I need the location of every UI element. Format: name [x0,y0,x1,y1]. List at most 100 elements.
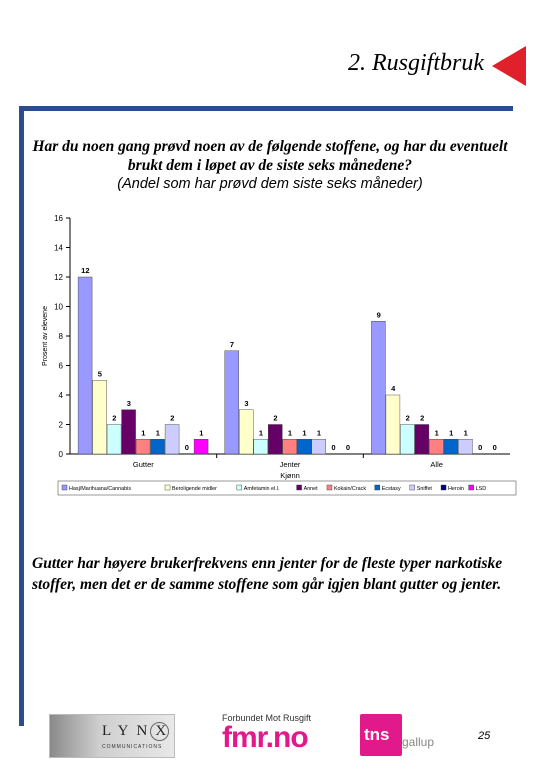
data-label: 3 [244,399,248,408]
tns-logo-text: tns [364,725,390,744]
data-label: 5 [98,369,102,378]
gallup-logo-text: gallup [402,735,435,749]
data-label: 2 [273,414,277,423]
top-rule [19,106,513,111]
tns-gallup-logo: tns gallup [360,714,440,756]
data-label: 3 [127,399,131,408]
lynx-logo-subtext: COMMUNICATIONS [102,744,163,750]
fmr-logo-top: Forbundet Mot Rusgift [222,713,312,723]
title-bar: 2. Rusgiftbruk [0,0,540,110]
data-label: 9 [377,310,381,319]
bar [458,439,473,455]
data-label: 0 [478,443,482,452]
y-axis-label: Prosent av elevene [42,306,49,366]
triangle-arrow-icon [492,46,526,86]
data-label: 1 [449,428,453,437]
question-block: Har du noen gang prøvd noen av de følgen… [30,137,510,194]
bar [282,439,297,455]
bar [268,424,283,455]
x-tick-label: Gutter [133,460,154,469]
lynx-logo: LYNX COMMUNICATIONS [49,714,175,758]
legend-label: Annet [304,486,319,492]
legend-swatch [61,484,68,491]
bar [371,321,386,455]
x-axis-label: Kjønn [280,471,300,480]
y-tick-label: 0 [59,450,64,459]
bar [92,380,107,455]
bar [164,424,180,455]
legend-label: Ecstasy [382,486,401,492]
data-label: 1 [464,428,468,437]
legend-swatch [236,484,243,491]
legend-label: Beroligende midler [172,486,217,492]
data-label: 1 [317,428,321,437]
y-tick-label: 14 [54,244,63,253]
bar [77,276,93,455]
bar [311,439,326,455]
fmr-logo-main: fmr.no [222,721,309,754]
data-label: 0 [346,443,350,452]
data-label: 2 [112,414,116,423]
legend-swatch [326,484,333,491]
conclusion-text: Gutter har høyere brukerfrekvens enn jen… [32,555,503,593]
x-tick-label: Jenter [280,460,301,469]
bar [106,424,122,455]
bar [150,439,165,455]
y-tick-label: 16 [54,214,63,223]
y-tick-label: 4 [59,391,64,400]
data-label: 1 [141,428,145,437]
legend-label: Kokain/Crack [334,486,366,492]
legend-swatch [440,484,447,491]
x-tick-label: Alle [430,460,443,469]
data-label: 1 [435,428,439,437]
bar [414,424,430,455]
y-tick-label: 8 [59,332,64,341]
data-label: 4 [391,384,396,393]
data-label: 7 [230,340,234,349]
bar [121,409,136,455]
data-label: 1 [288,428,292,437]
legend-swatch [374,484,380,491]
data-label: 0 [331,443,335,452]
legend-label: Sniffet [417,486,433,492]
question-text: Har du noen gang prøvd noen av de følgen… [32,138,508,174]
lynx-circle-icon [150,722,169,741]
tns-box: tns [360,714,402,756]
legend-swatch [164,484,171,491]
footer: LYNX COMMUNICATIONS Forbundet Mot Rusgif… [0,705,540,780]
data-label: 1 [302,428,306,437]
bar [253,439,268,455]
legend-swatch [409,484,415,491]
data-label: 2 [170,414,174,423]
data-label: 12 [81,266,89,275]
bar [135,439,151,455]
bar [385,394,401,455]
legend-label: Amfetamin el.l. [244,486,280,492]
legend-box [57,480,517,496]
page-title: 2. Rusgiftbruk [348,50,484,76]
data-label: 1 [259,428,263,437]
fmr-logo: Forbundet Mot Rusgift fmr.no [222,713,322,755]
page-number: 25 [478,730,491,742]
bar [239,409,254,455]
legend-label: Hasj/Marihuana/Cannabis [69,486,131,492]
data-label: 1 [199,428,203,437]
left-rule [19,106,24,726]
y-tick-label: 6 [59,362,64,371]
data-label: 0 [493,443,497,452]
legend-label: Heroin [448,486,464,492]
y-tick-label: 2 [59,421,64,430]
bar [297,439,312,455]
legend-swatch [296,484,302,491]
y-tick-label: 12 [54,273,63,282]
bar [224,350,239,455]
data-label: 2 [406,414,410,423]
y-tick-label: 10 [54,303,63,312]
bar [429,439,444,455]
legend-label: LSD [476,486,487,492]
bar [443,439,459,455]
data-label: 0 [185,443,189,452]
bar [193,439,209,455]
question-subtitle: (Andel som har prøvd dem siste seks måne… [117,176,423,192]
